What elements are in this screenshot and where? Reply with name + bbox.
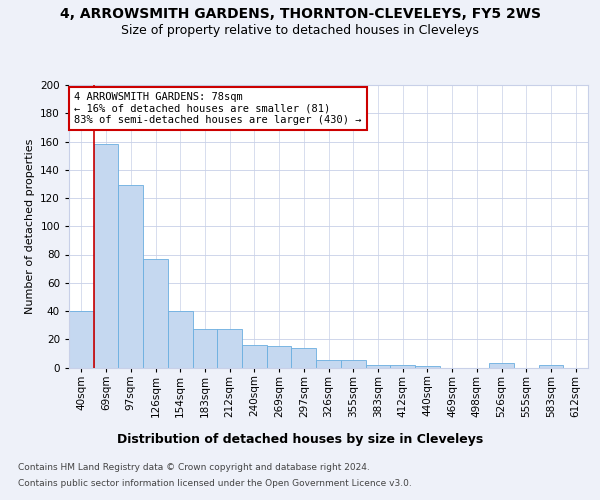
Bar [316,360,341,368]
Bar [193,330,217,368]
Bar [539,364,563,368]
Bar [292,348,316,368]
Bar [168,311,193,368]
Text: 4 ARROWSMITH GARDENS: 78sqm
← 16% of detached houses are smaller (81)
83% of sem: 4 ARROWSMITH GARDENS: 78sqm ← 16% of det… [74,92,362,126]
Bar [341,360,365,368]
Text: Contains public sector information licensed under the Open Government Licence v3: Contains public sector information licen… [18,479,412,488]
Bar [267,346,292,368]
Text: Size of property relative to detached houses in Cleveleys: Size of property relative to detached ho… [121,24,479,37]
Bar [118,186,143,368]
Y-axis label: Number of detached properties: Number of detached properties [25,138,35,314]
Text: Distribution of detached houses by size in Cleveleys: Distribution of detached houses by size … [117,432,483,446]
Text: Contains HM Land Registry data © Crown copyright and database right 2024.: Contains HM Land Registry data © Crown c… [18,462,370,471]
Bar [94,144,118,368]
Bar [242,345,267,368]
Bar [365,364,390,368]
Text: 4, ARROWSMITH GARDENS, THORNTON-CLEVELEYS, FY5 2WS: 4, ARROWSMITH GARDENS, THORNTON-CLEVELEY… [59,8,541,22]
Bar [69,311,94,368]
Bar [489,364,514,368]
Bar [143,258,168,368]
Bar [390,364,415,368]
Bar [217,330,242,368]
Bar [415,366,440,368]
